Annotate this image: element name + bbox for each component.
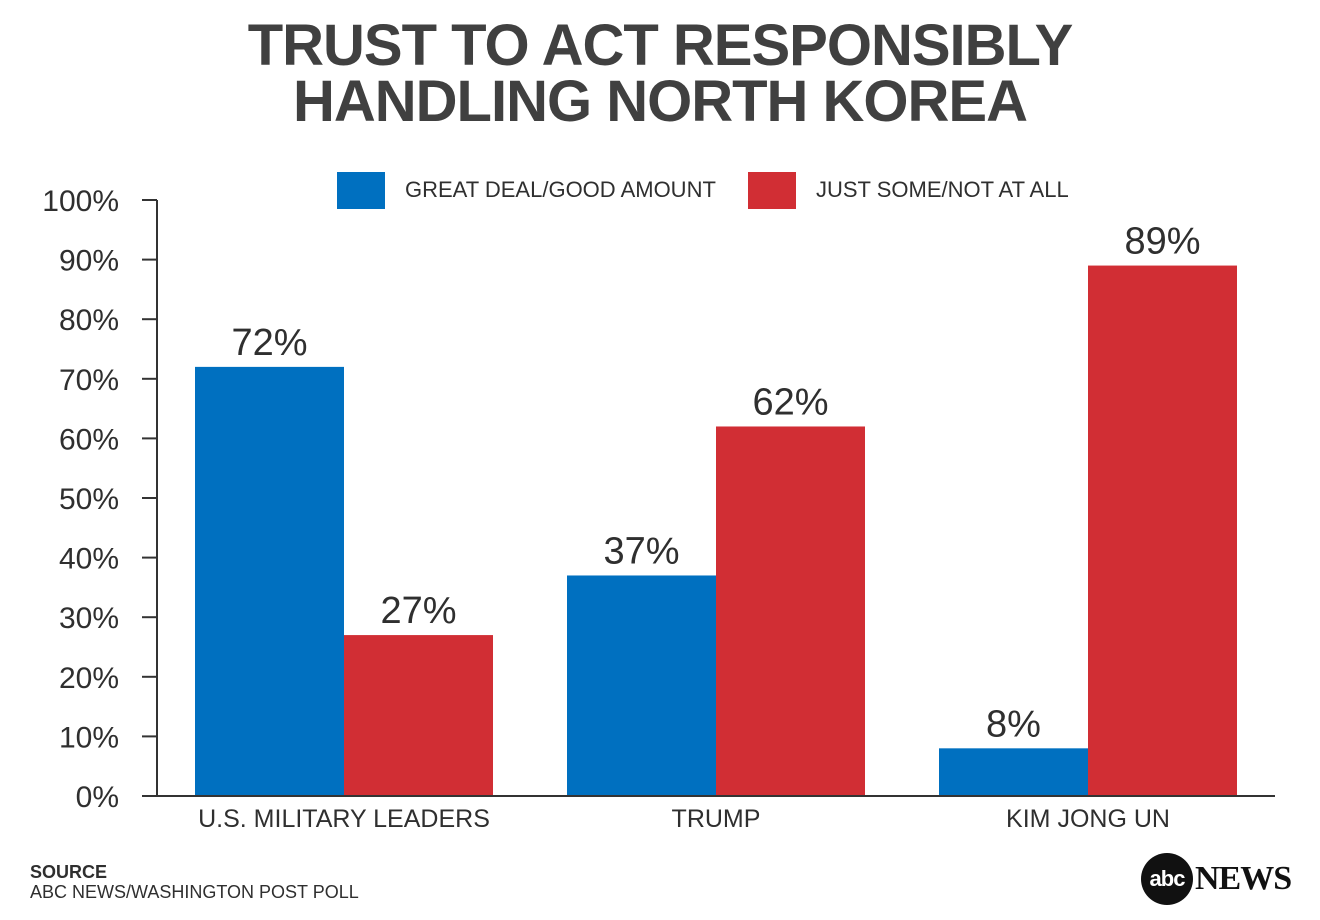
bar-2-1 [344,635,493,796]
data-label-2-1: 27% [380,590,456,632]
y-tick-label: 40% [59,543,119,576]
y-tick-label: 60% [59,423,119,456]
category-label-2: TRUMP [672,805,761,833]
chart-title-line-1: TRUST TO ACT RESPONSIBLY [247,13,1074,78]
y-tick-label: 20% [59,662,119,695]
data-label-1-1: 72% [231,322,307,364]
source-note: SOURCE ABC NEWS/WASHINGTON POST POLL [30,862,359,902]
data-label-1-3: 8% [986,703,1041,745]
y-tick-label: 80% [59,304,119,337]
y-tick-label: 70% [59,364,119,397]
y-tick-label: 50% [59,483,119,516]
source-heading: SOURCE [30,862,108,882]
y-tick-label: 100% [42,185,119,218]
bar-2-3 [1088,265,1237,796]
legend-label-2: JUST SOME/NOT AT ALL [816,177,1069,202]
category-label-3: KIM JONG UN [1006,805,1170,833]
y-tick-label: 0% [76,781,119,814]
y-tick-label: 30% [59,602,119,635]
abc-news-logo: abc NEWS [1141,853,1292,905]
bar-1-1 [195,366,344,796]
bar-1-2 [567,575,716,796]
abc-logo-icon: abc [1141,853,1193,905]
data-label-2-2: 62% [752,381,828,423]
legend-label-1: GREAT DEAL/GOOD AMOUNT [405,177,716,202]
y-tick-label: 10% [59,721,119,754]
bar-1-3 [939,748,1088,796]
chart-title: TRUST TO ACT RESPONSIBLY HANDLING NORTH … [0,13,1320,134]
legend-swatch-2 [748,172,796,209]
logo-news-word: NEWS [1195,860,1292,897]
legend-swatch-1 [337,172,385,209]
data-label-1-2: 37% [603,530,679,572]
category-label-1: U.S. MILITARY LEADERS [198,805,490,833]
source-text: ABC NEWS/WASHINGTON POST POLL [30,882,359,902]
y-tick-label: 90% [59,245,119,278]
bar-2-2 [716,426,865,796]
chart-title-line-2: HANDLING NORTH KOREA [293,69,1028,134]
data-label-2-3: 89% [1124,221,1200,263]
